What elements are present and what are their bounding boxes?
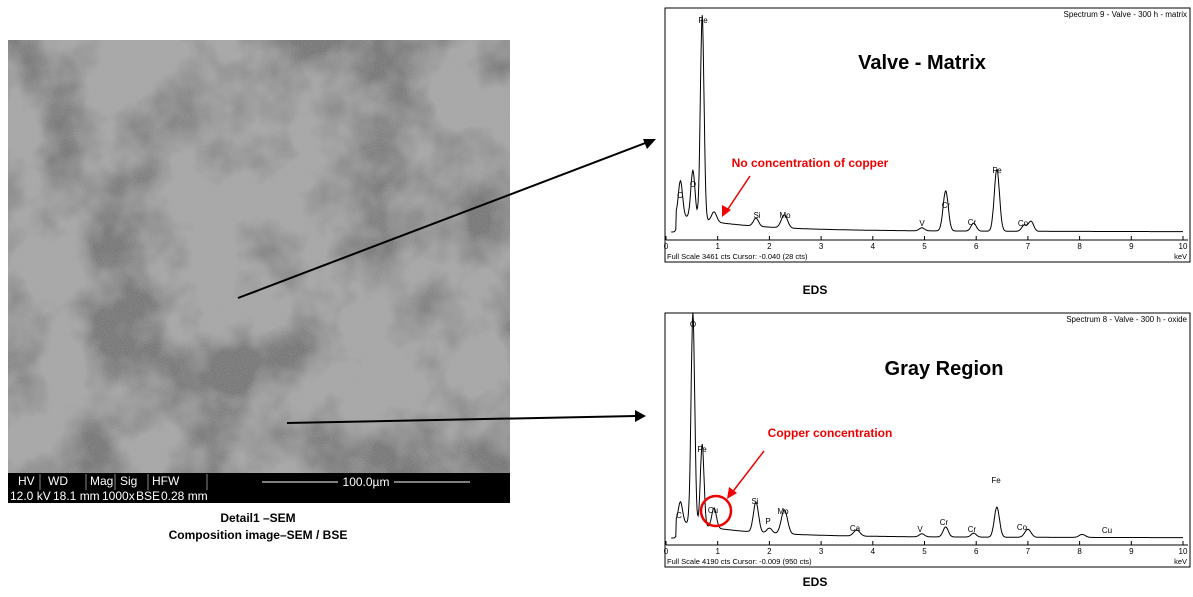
peak-label: Cr [968,218,977,227]
peak-label: Si [753,211,760,220]
info-header: HFW [152,474,180,488]
peak-label: C [677,191,683,200]
x-tick-label: 2 [767,547,772,556]
peak-label: O [690,320,696,329]
peak-label: Mo [779,211,791,220]
info-header: HV [18,474,35,488]
spectrum-frame [665,8,1190,262]
x-tick-label: 8 [1077,242,1082,251]
peak-label: Cr [942,201,951,210]
info-value: 12.0 kV [10,489,51,503]
peak-label: Fe [697,445,707,454]
spectrum-title: Gray Region [885,358,1004,380]
info-value: BSE [136,489,160,503]
x-tick-label: 0 [664,242,669,251]
sem-image [8,40,510,503]
x-tick-label: 10 [1179,242,1188,251]
annotation: No concentration of copper [732,156,889,170]
peak-label: Cr [968,525,977,534]
x-tick-label: 8 [1077,547,1082,556]
info-value: 18.1 mm [53,489,100,503]
x-tick-label: 7 [1026,242,1031,251]
peak-label: Cr [940,518,949,527]
peak-label: Mo [777,507,789,516]
x-tick-label: 1 [715,242,720,251]
spectrum-footer: Full Scale 4190 cts Cursor: -0.009 (950 … [667,557,812,566]
x-tick-label: 1 [715,547,720,556]
info-value: 1000x [102,489,135,503]
spectrum-header: Spectrum 9 - Valve - 300 h - matrix [1064,10,1187,19]
x-tick-label: 4 [871,547,876,556]
spectrum-caption: EDS [803,283,828,297]
x-tick-label: 9 [1129,547,1134,556]
spectrum-footer: Full Scale 3461 cts Cursor: -0.040 (28 c… [667,252,808,261]
x-tick-label: 4 [871,242,876,251]
figure: HV WD Mag Sig HFW 12.0 kV18.1 mm1000xBSE0.28 … [0,0,1193,592]
caption: Composition image–SEM / BSE [169,528,348,542]
info-header: Mag [90,474,113,488]
peak-label: O [690,180,696,189]
axis-unit: keV [1174,557,1187,566]
x-tick-label: 0 [664,547,669,556]
peak-label: P [765,517,770,526]
info-value: 0.28 mm [161,489,208,503]
info-header: WD [48,474,68,488]
spectrum-header: Spectrum 8 - Valve - 300 h - oxide [1066,315,1187,324]
peak-label: V [917,525,923,534]
x-tick-label: 9 [1129,242,1134,251]
x-tick-label: 7 [1026,547,1031,556]
arrow-head [635,410,646,422]
spectrum-caption: EDS [803,575,828,589]
peak-label: Cu [708,506,718,515]
peak-label: C [676,511,682,520]
x-tick-label: 3 [819,547,824,556]
scale-label: 100.0µm [343,475,390,489]
peak-label: Fe [698,16,708,25]
x-tick-label: 10 [1179,547,1188,556]
x-tick-label: 6 [974,547,979,556]
peak-label: Co [1018,219,1029,228]
peak-label: Fe [991,476,1001,485]
x-tick-label: 2 [767,242,772,251]
peak-label: Co [1017,523,1028,532]
x-tick-label: 5 [922,242,927,251]
peak-label: Ca [850,524,861,533]
axis-unit: keV [1174,252,1187,261]
x-tick-label: 5 [922,547,927,556]
spectrum-title: Valve - Matrix [858,52,986,74]
annotation: Copper concentration [768,426,893,440]
caption: Detail1 –SEM [220,511,295,525]
peak-label: Cu [1102,526,1112,535]
peak-label: V [919,219,925,228]
peak-label: Fe [992,166,1002,175]
x-tick-label: 3 [819,242,824,251]
peak-label: Si [751,497,758,506]
info-header: Sig [120,474,137,488]
x-tick-label: 6 [974,242,979,251]
